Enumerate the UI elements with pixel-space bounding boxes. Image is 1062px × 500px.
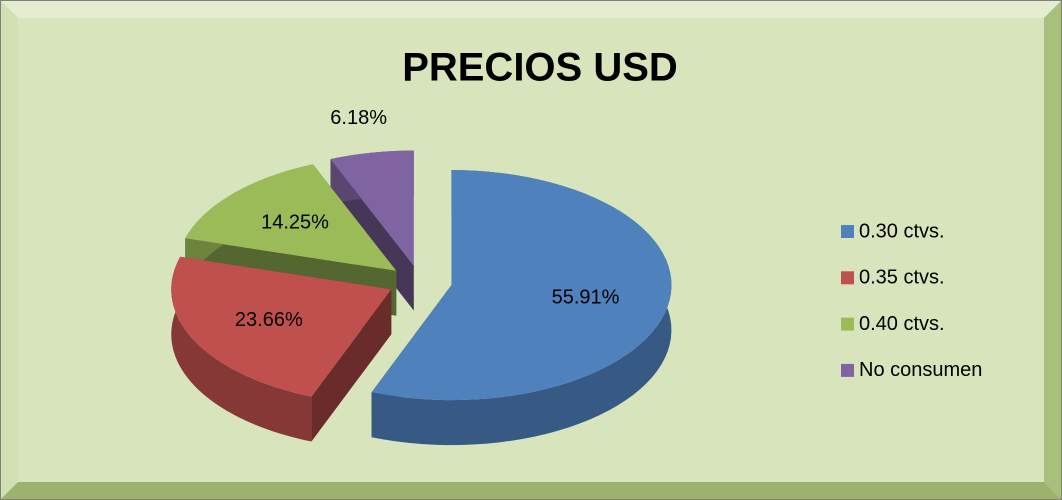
legend-swatch bbox=[841, 225, 854, 238]
legend-label: 0.30 ctvs. bbox=[859, 220, 945, 242]
data-label: 55.91% bbox=[552, 287, 620, 309]
data-label: 14.25% bbox=[261, 211, 329, 233]
legend-swatch bbox=[841, 271, 854, 285]
bevel-top bbox=[0, 0, 1062, 18]
chart-title: PRECIOS USD bbox=[402, 46, 678, 90]
legend-swatch bbox=[841, 363, 854, 377]
legend-label: 0.35 ctvs. bbox=[859, 267, 945, 289]
legend-label: 0.40 ctvs. bbox=[859, 313, 945, 335]
slice bbox=[171, 256, 392, 397]
slice bbox=[371, 170, 672, 401]
bevel-bottom bbox=[0, 482, 1062, 500]
slice bbox=[185, 164, 397, 271]
data-label: 23.66% bbox=[235, 309, 303, 331]
slice bbox=[330, 150, 414, 266]
bevel-right bbox=[1044, 0, 1062, 500]
legend-label: No consumen bbox=[859, 359, 982, 381]
bevel-left bbox=[0, 0, 18, 500]
legend-swatch bbox=[841, 317, 854, 331]
slice-side bbox=[171, 256, 312, 442]
data-label: 6.18% bbox=[330, 107, 387, 129]
